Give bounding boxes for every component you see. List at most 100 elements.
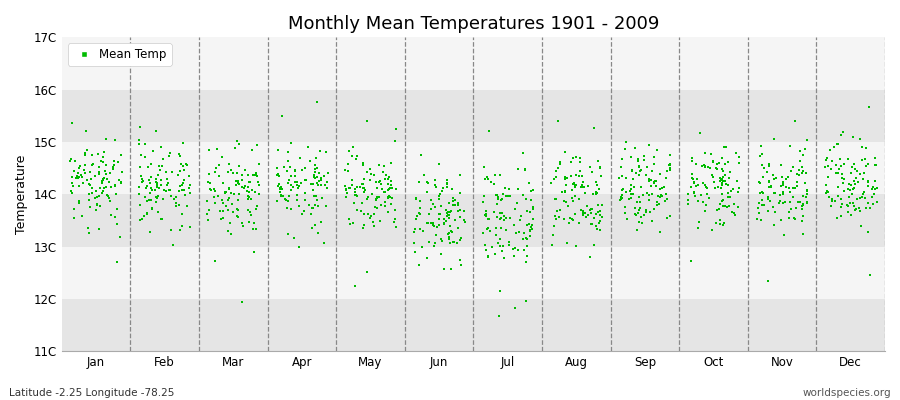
Point (114, 180, 129, 187)
Point (642, 178, 656, 185)
Point (381, 181, 395, 187)
Point (655, 185, 670, 192)
Point (628, 204, 643, 211)
Point (67, 214, 81, 221)
Point (559, 182, 573, 188)
Point (726, 210, 741, 216)
Point (149, 193, 164, 200)
Point (339, 187, 354, 194)
Point (235, 220, 249, 226)
Point (293, 154, 308, 161)
Point (387, 138, 401, 144)
Point (207, 194, 221, 200)
Point (519, 259, 534, 266)
Point (89, 188, 104, 194)
Point (640, 190, 654, 196)
Point (510, 200, 525, 206)
Point (593, 165, 608, 172)
Point (442, 236, 456, 242)
Point (389, 125, 403, 132)
Point (836, 188, 850, 194)
Point (580, 212, 595, 218)
Point (133, 152, 148, 158)
Point (781, 214, 796, 221)
Point (849, 206, 863, 212)
Point (684, 158, 698, 164)
Point (293, 180, 308, 186)
Point (731, 204, 745, 210)
Point (852, 208, 867, 215)
Point (139, 193, 153, 200)
Point (716, 180, 730, 186)
Point (633, 198, 647, 205)
Point (92, 170, 106, 177)
Point (837, 160, 851, 167)
Point (866, 201, 880, 207)
Point (243, 212, 257, 218)
Point (860, 205, 874, 211)
Point (632, 194, 646, 200)
Point (796, 202, 810, 208)
Point (156, 196, 170, 202)
Point (502, 238, 517, 245)
Point (276, 193, 291, 199)
Point (103, 198, 117, 204)
Point (855, 176, 869, 182)
Point (566, 217, 580, 224)
Point (499, 215, 513, 222)
Point (318, 182, 332, 188)
Point (342, 148, 356, 154)
Point (161, 179, 176, 186)
Point (580, 203, 594, 209)
Point (726, 186, 741, 192)
Point (868, 162, 883, 168)
Point (842, 181, 857, 187)
Point (569, 154, 583, 160)
Point (143, 160, 157, 167)
Point (565, 194, 580, 201)
Point (565, 155, 580, 161)
Point (230, 180, 245, 187)
Point (622, 195, 636, 202)
Point (364, 171, 379, 177)
Point (280, 204, 294, 211)
Point (139, 185, 153, 192)
Point (374, 185, 389, 192)
Point (230, 178, 245, 184)
Point (161, 186, 176, 193)
Point (850, 195, 864, 202)
Point (568, 182, 582, 188)
Point (568, 183, 582, 190)
Point (104, 184, 119, 190)
Point (695, 163, 709, 169)
Point (480, 225, 494, 232)
Point (427, 243, 441, 250)
Point (107, 183, 122, 189)
Point (81, 225, 95, 231)
Point (384, 185, 399, 192)
Point (82, 191, 96, 197)
Point (575, 179, 590, 186)
Point (558, 174, 572, 180)
Point (64, 174, 78, 180)
Point (229, 177, 243, 184)
Point (724, 209, 739, 216)
Point (86, 161, 101, 168)
Point (240, 188, 255, 194)
Point (154, 177, 168, 183)
Point (148, 198, 163, 205)
Point (506, 246, 520, 252)
Point (787, 214, 801, 221)
Point (154, 182, 168, 188)
Point (553, 158, 567, 165)
Point (792, 199, 806, 205)
Point (684, 175, 698, 181)
Point (777, 232, 791, 238)
Point (680, 201, 695, 207)
Point (698, 164, 712, 170)
Point (92, 164, 106, 170)
Point (496, 191, 510, 198)
Point (755, 162, 770, 168)
Point (687, 190, 701, 196)
Point (719, 144, 733, 150)
